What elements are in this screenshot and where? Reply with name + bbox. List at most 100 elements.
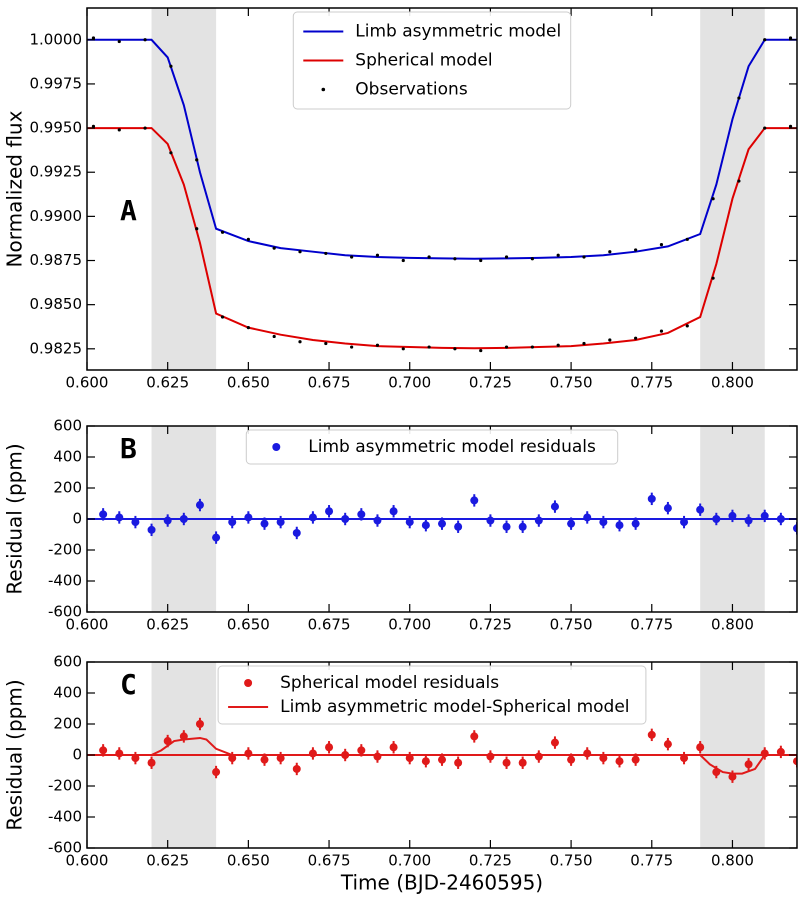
residual-point [776, 747, 785, 756]
residual-point [389, 743, 398, 752]
residual-point [728, 772, 737, 781]
observation-dot [427, 345, 431, 349]
residual-point [99, 510, 108, 519]
legend-swatch [272, 443, 281, 451]
observation-dot [195, 227, 199, 231]
x-tick-label: 0.675 [308, 852, 351, 870]
observation-dot [711, 276, 715, 280]
y-tick-label: 0.9875 [30, 251, 83, 269]
x-tick-label: 0.625 [146, 616, 189, 634]
residual-point [308, 749, 317, 758]
observation-dot [143, 126, 147, 130]
residual-point [599, 754, 608, 763]
observation-dot [634, 336, 638, 340]
residual-point [567, 519, 576, 528]
x-tick-label: 0.775 [630, 374, 673, 392]
residual-point [631, 519, 640, 528]
observation-dot [685, 324, 689, 328]
observation-dot [453, 257, 457, 261]
residual-point [728, 511, 737, 520]
residual-point [776, 515, 785, 523]
y-tick-label: 400 [53, 448, 82, 466]
legend-label: Spherical model [355, 51, 492, 71]
y-tick-label: 0.9975 [30, 74, 83, 92]
residual-point [760, 511, 769, 520]
y-tick-label: 0 [72, 510, 82, 528]
observation-dot [504, 345, 509, 349]
observation-dot [401, 258, 405, 263]
residual-point [631, 755, 640, 764]
x-tick-label: 0.675 [308, 374, 351, 392]
panel-label: A [120, 194, 137, 227]
residual-point [244, 513, 253, 522]
residual-point [486, 516, 495, 525]
residual-point [502, 758, 511, 767]
residual-point [341, 515, 350, 523]
residual-point [696, 743, 705, 752]
x-tick-label: 0.600 [66, 616, 109, 634]
residual-point [147, 525, 156, 534]
residual-point [518, 522, 527, 531]
observation-dot [788, 36, 793, 40]
residual-point [615, 757, 624, 766]
legend-box [217, 665, 647, 725]
observation-dot [634, 248, 638, 252]
observation-dot [401, 347, 405, 351]
x-tick-label: 0.650 [227, 852, 270, 870]
legend-swatch [244, 679, 253, 687]
residual-point [325, 743, 334, 752]
x-axis-label: Time (BJD-2460595) [340, 871, 543, 895]
observation-dot [298, 340, 302, 344]
legend-label: Limb asymmetric model [355, 22, 561, 42]
x-tick-label: 0.700 [388, 374, 431, 392]
residual-point [131, 518, 140, 527]
x-tick-label: 0.700 [388, 616, 431, 634]
observation-dot [453, 347, 457, 351]
residual-point [260, 519, 269, 528]
x-tick-label: 0.800 [711, 852, 754, 870]
observation-dot [143, 38, 147, 42]
residual-point [131, 754, 140, 763]
observation-dot [375, 343, 380, 347]
residual-point [663, 740, 672, 749]
x-tick-label: 0.800 [711, 374, 754, 392]
residual-point [163, 516, 172, 525]
observation-dot [479, 258, 483, 263]
legend-label: Limb asymmetric model-Spherical model [280, 697, 629, 717]
y-tick-label: -400 [48, 572, 82, 590]
y-tick-label: 1.0000 [30, 30, 83, 48]
x-tick-label: 0.800 [711, 616, 754, 634]
observation-dot [169, 151, 173, 155]
residual-point [534, 752, 543, 761]
residual-point [470, 496, 479, 505]
y-axis-label: Residual (ppm) [3, 443, 27, 594]
x-tick-label: 0.600 [66, 852, 109, 870]
observation-dot [91, 36, 96, 40]
residual-point [680, 754, 689, 763]
residual-point [195, 501, 204, 510]
residual-point [357, 510, 366, 519]
observation-dot [272, 334, 276, 339]
residual-point [115, 749, 124, 758]
y-tick-label: 0 [72, 746, 82, 764]
residual-point [534, 516, 543, 525]
y-tick-label: 0.9825 [30, 339, 83, 357]
observation-dot [427, 255, 431, 259]
residual-point [373, 516, 382, 525]
residual-point [421, 521, 430, 530]
legend-label: Limb asymmetric model residuals [308, 437, 596, 457]
x-tick-label: 0.750 [550, 852, 593, 870]
legend-label: Spherical model residuals [280, 673, 499, 693]
x-tick-label: 0.750 [550, 374, 593, 392]
legend-label: Observations [355, 80, 468, 100]
residual-point [486, 752, 495, 761]
plot-frame [86, 7, 798, 371]
residual-point [583, 749, 592, 758]
residual-point [308, 513, 317, 522]
residual-point [470, 732, 479, 741]
residual-point [744, 516, 753, 525]
y-tick-label: 200 [53, 715, 82, 733]
y-tick-label: 0.9850 [30, 295, 83, 313]
observation-dot [479, 348, 483, 353]
